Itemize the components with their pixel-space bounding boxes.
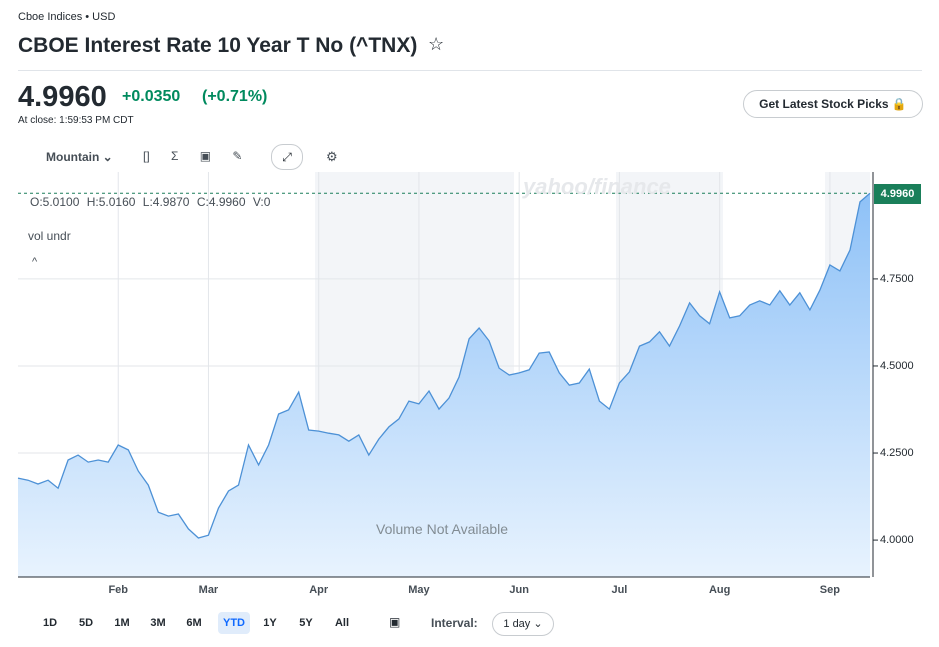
- x-tick-label: Apr: [309, 584, 329, 596]
- ohlc-item: L:4.9870: [142, 195, 190, 209]
- x-tick-label: Mar: [199, 584, 219, 596]
- price: 4.9960: [18, 81, 107, 113]
- chart-style[interactable]: Mountain ⌄: [46, 150, 113, 164]
- collapse[interactable]: ^: [32, 256, 38, 268]
- y-tick-label: 4.2500: [880, 447, 914, 459]
- chart-style-text: Mountain: [46, 150, 100, 164]
- divider: [18, 70, 922, 71]
- range-button[interactable]: 5D: [78, 617, 94, 629]
- cta-button[interactable]: Get Latest Stock Picks 🔒: [743, 90, 923, 118]
- range-button[interactable]: 1Y: [263, 617, 277, 629]
- ohlc-item: O:5.0100: [30, 195, 80, 209]
- y-tick-label: 4.0000: [880, 534, 914, 546]
- interval-select[interactable]: 1 day ⌄: [492, 612, 554, 636]
- chart: 4.0000 4.2500 4.5000 4.7500 Feb Mar Apr May Jun J…: [17, 172, 914, 596]
- ohlc-item: C:4.9960: [196, 195, 246, 209]
- toolbar-icons[interactable]: [] Σ ▣ ✎: [143, 149, 243, 163]
- interval-label: Interval:: [431, 616, 478, 630]
- range-button[interactable]: All: [334, 617, 350, 629]
- x-tick-label: Jul: [611, 584, 627, 596]
- x-tick-label: Sep: [820, 584, 840, 596]
- y-tick-label: 4.5000: [880, 360, 914, 372]
- ohlc-item: V:0: [252, 195, 271, 209]
- range-button[interactable]: 1M: [114, 617, 130, 629]
- close-note: At close: 1:59:53 PM CDT: [18, 115, 134, 126]
- calendar[interactable]: ▣: [389, 615, 401, 629]
- star[interactable]: ☆: [428, 34, 445, 54]
- range-button[interactable]: 3M: [150, 617, 166, 629]
- y-tick-label: 4.7500: [880, 273, 914, 285]
- settings[interactable]: ⚙: [326, 149, 338, 164]
- ohlc: O:5.0100 H:5.0160 L:4.9870 C:4.9960 V:0: [30, 195, 270, 209]
- indicator: vol undr: [28, 229, 71, 243]
- change-pct: (+0.71%): [202, 88, 268, 105]
- range-button[interactable]: 6M: [186, 617, 202, 629]
- change: +0.0350: [122, 88, 181, 105]
- x-tick-label: Aug: [709, 584, 730, 596]
- range-button[interactable]: 1D: [42, 617, 58, 629]
- range-button[interactable]: 5Y: [299, 617, 313, 629]
- area: [18, 193, 870, 577]
- expand[interactable]: ⤢: [271, 144, 303, 170]
- watermark: yahoo/finance: [523, 174, 671, 199]
- volume-note: Volume Not Available: [376, 521, 509, 537]
- x-tick-label: May: [408, 584, 430, 596]
- source: Cboe Indices • USD: [18, 11, 116, 23]
- line: [17, 192, 871, 539]
- cta-text: Get Latest Stock Picks: [759, 97, 889, 111]
- range-button[interactable]: YTD: [218, 612, 250, 634]
- title: CBOE Interest Rate 10 Year T No (^TNX): [18, 34, 418, 57]
- x-tick-label: Feb: [108, 584, 128, 596]
- interval-text: 1 day: [503, 618, 531, 630]
- ohlc-item: H:5.0160: [86, 195, 136, 209]
- x-tick-label: Jun: [509, 584, 529, 596]
- last-price-tag: 4.9960: [874, 184, 921, 204]
